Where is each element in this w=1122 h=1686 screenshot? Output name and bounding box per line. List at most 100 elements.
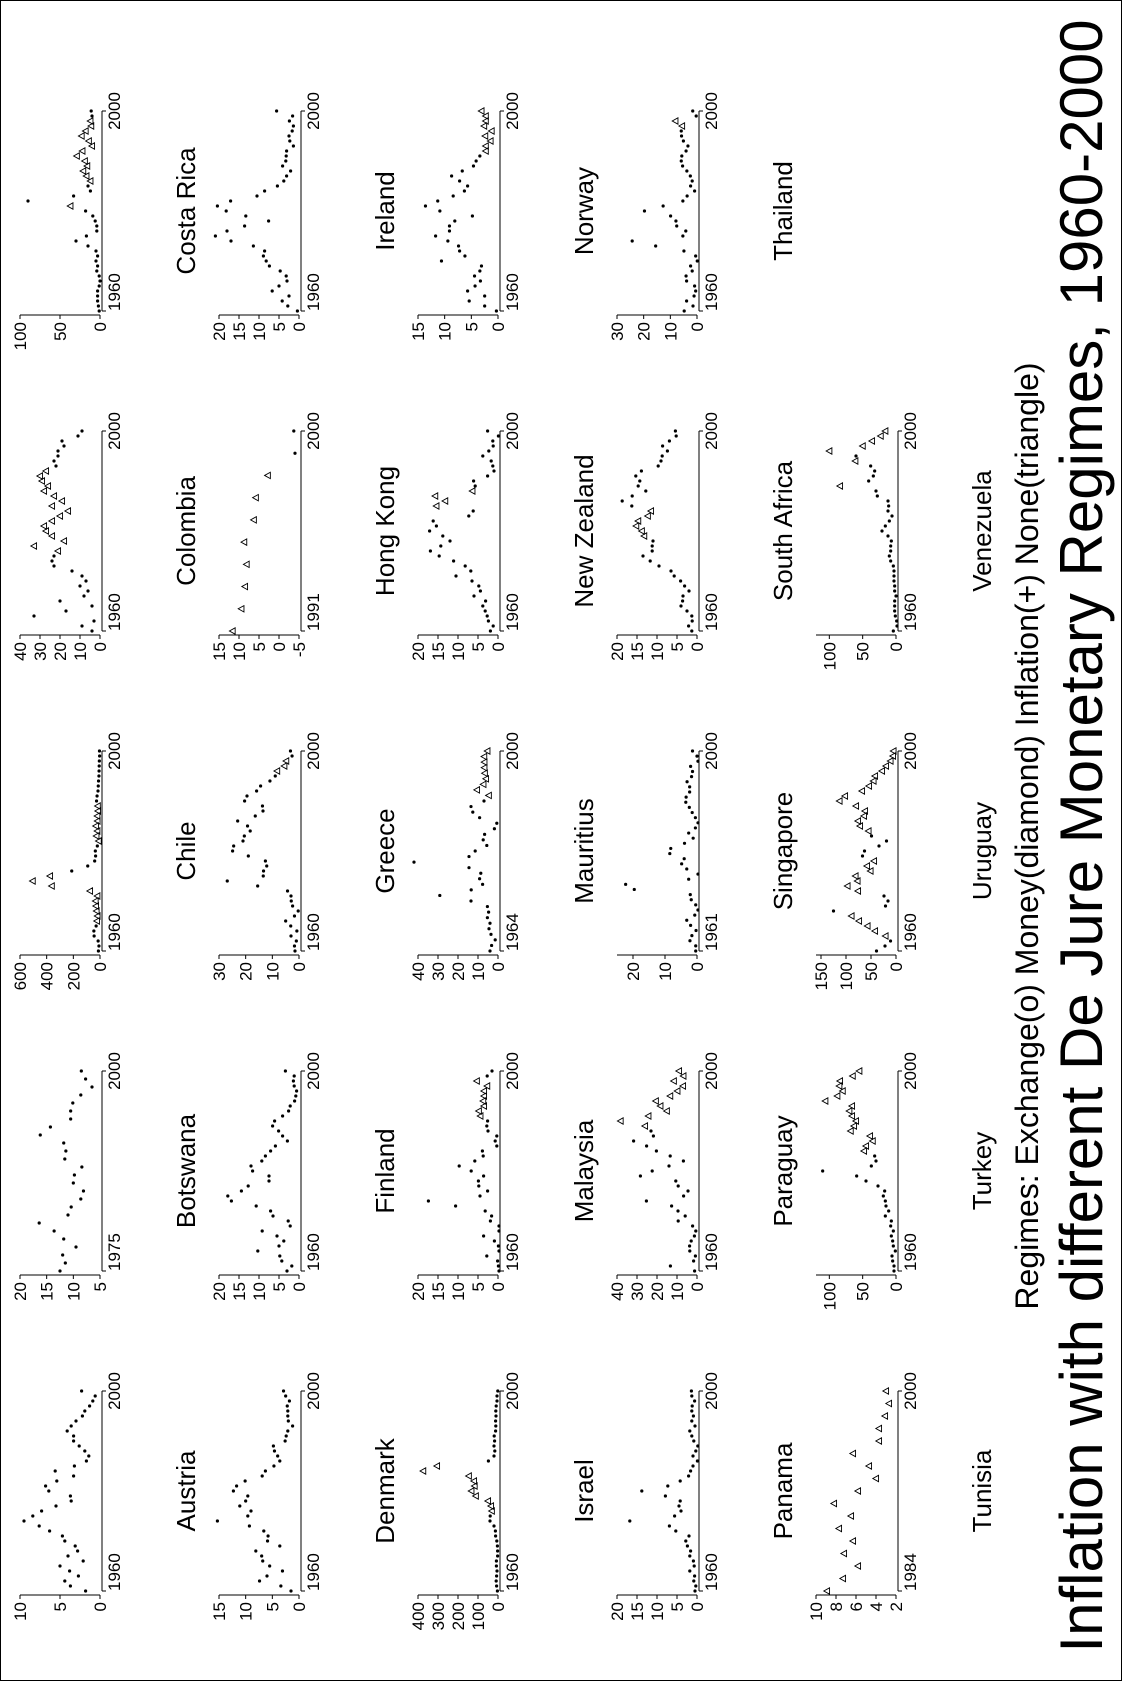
point-ireland-1963 — [287, 294, 291, 298]
point-austria-1979 — [68, 1494, 73, 1498]
point-thailand-1983 — [685, 194, 689, 198]
point-venezuela-1960 — [891, 629, 895, 633]
point-venezuela-1987 — [875, 494, 879, 498]
point-ireland-1962 — [280, 299, 284, 303]
point-israel-1978 — [483, 1497, 492, 1505]
point-greece-1986 — [236, 819, 240, 823]
point-austria-1983 — [72, 1474, 76, 1478]
point-mauritius-1996 — [480, 769, 488, 778]
point-new-zealand-1982 — [431, 519, 435, 523]
point-denmark-1992 — [286, 1429, 290, 1433]
point-singapore-1980 — [668, 851, 672, 856]
y-tick-label-norway-2: 10 — [436, 322, 455, 341]
x-tick-label-ireland-0: 1960 — [304, 273, 323, 311]
point-thailand-1998 — [671, 117, 679, 125]
y-tick-label-ireland-3: 15 — [230, 322, 249, 341]
point-paraguay-1971 — [683, 1214, 687, 1218]
point-botswana-1982 — [66, 1213, 70, 1217]
country-label-greece: Greece — [370, 808, 400, 893]
point-austria-1970 — [63, 1539, 67, 1543]
point-costa-rica-1981 — [66, 202, 74, 210]
point-south-africa-1987 — [630, 494, 634, 498]
point-austria-1984 — [53, 1469, 57, 1473]
point-singapore-1992 — [688, 790, 692, 794]
point-singapore-1966 — [689, 923, 693, 927]
point-venezuela-1972 — [892, 569, 896, 573]
x-tick-label-austria-0: 1960 — [105, 1553, 124, 1591]
y-tick-label-hong-kong-1: 0 — [270, 642, 289, 651]
point-denmark-1977 — [238, 1504, 242, 1508]
panel-costa-rica: 0 50 100 1960 2000 Costa Rica — [11, 92, 201, 350]
point-colombia-1986 — [57, 497, 66, 505]
point-austria-1975 — [31, 1514, 35, 1518]
point-norway-1995 — [481, 132, 489, 140]
y-tick-label-austria-2: 10 — [11, 1602, 30, 1621]
point-israel-1962 — [494, 1579, 498, 1583]
point-south-africa-1965 — [679, 604, 683, 608]
point-norway-1968 — [478, 269, 482, 273]
point-panama-1960 — [693, 1589, 697, 1593]
point-denmark-1962 — [257, 1579, 262, 1583]
point-costa-rica-1973 — [86, 244, 90, 248]
point-ireland-1970 — [264, 259, 268, 263]
x-tick-label-finland-0: 1960 — [304, 1233, 323, 1271]
point-austria-1961 — [68, 1584, 73, 1588]
point-austria-1982 — [55, 1479, 59, 1483]
point-uruguay-1997 — [881, 762, 890, 770]
point-paraguay-1982 — [681, 1159, 686, 1163]
point-costa-rica-1998 — [86, 117, 94, 125]
point-new-zealand-1986 — [441, 497, 449, 505]
y-tick-label-malaysia-1: 5 — [469, 1282, 488, 1291]
point-tunisia-1990 — [846, 1512, 855, 1520]
point-thailand-1971 — [694, 254, 698, 258]
point-costa-rica-1985 — [86, 184, 90, 188]
x-tick-label-mauritius-1: 2000 — [503, 732, 522, 770]
point-denmark-1982 — [243, 1479, 247, 1483]
point-greece-1960 — [293, 949, 297, 953]
point-tunisia-1988 — [848, 1537, 857, 1545]
point-south-africa-1967 — [681, 594, 685, 598]
point-chile-1964 — [92, 929, 96, 933]
point-turkey-1980 — [821, 1169, 825, 1173]
point-hong-kong-1998 — [263, 471, 271, 480]
y-tick-label-turkey-2: 100 — [820, 1282, 839, 1310]
point-paraguay-1993 — [656, 1102, 664, 1110]
point-norway-1982 — [436, 199, 440, 203]
point-norway-1964 — [466, 289, 470, 293]
point-singapore-1990 — [684, 800, 688, 804]
point-new-zealand-1960 — [488, 629, 492, 633]
point-finland-1965 — [277, 1244, 281, 1248]
point-finland-1971 — [271, 1214, 275, 1218]
point-turkey-1969 — [889, 1224, 893, 1228]
y-tick-label-denmark-1: 5 — [263, 1602, 282, 1611]
point-botswana-1976 — [63, 1261, 67, 1265]
point-greece-1990 — [243, 799, 247, 803]
point-paraguay-1963 — [693, 1254, 698, 1258]
point-malaysia-1978 — [476, 1179, 480, 1183]
point-denmark-1964 — [280, 1569, 285, 1573]
point-thailand-1963 — [692, 294, 696, 298]
point-thailand-1967 — [684, 274, 688, 278]
point-norway-1966 — [478, 279, 482, 283]
point-south-africa-1963 — [690, 614, 694, 618]
point-south-africa-1997 — [661, 444, 665, 448]
point-turkey-1990 — [851, 1117, 860, 1125]
point-new-zealand-1977 — [439, 544, 443, 548]
point-greece-2000 — [288, 749, 293, 753]
y-tick-label-south-africa-1: 5 — [668, 642, 687, 651]
y-tick-label-norway-3: 15 — [409, 322, 428, 341]
point-venezuela-1967 — [894, 594, 898, 598]
y-tick-label-botswana-2: 15 — [38, 1282, 57, 1301]
point-singapore-1997 — [689, 764, 693, 768]
point-costa-rica-1972 — [94, 249, 98, 253]
point-malaysia-1989 — [485, 1124, 489, 1128]
point-uruguay-1994 — [869, 777, 877, 785]
point-finland-1963 — [278, 1254, 282, 1258]
x-tick-label-panama-1: 2000 — [702, 1372, 721, 1410]
point-singapore-1970 — [694, 903, 698, 907]
point-thailand-1981 — [661, 204, 665, 208]
point-venezuela-1974 — [889, 559, 893, 563]
point-new-zealand-1991 — [486, 474, 490, 478]
point-finland-1992 — [287, 1109, 291, 1113]
